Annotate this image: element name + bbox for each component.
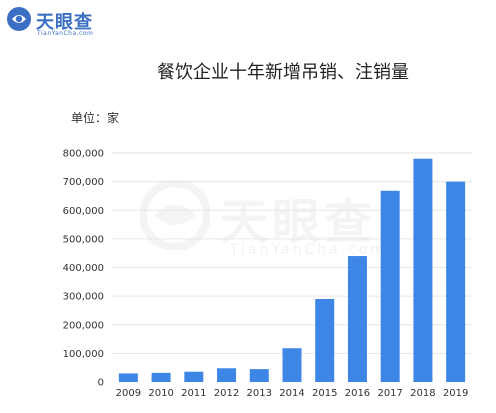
- y-tick-label: 700,000: [63, 177, 104, 188]
- y-tick-label: 400,000: [63, 263, 104, 274]
- bar-2018: [413, 158, 433, 382]
- bar-2014: [282, 348, 302, 382]
- x-tick-label: 2019: [443, 388, 468, 399]
- x-tick-label: 2017: [377, 388, 402, 399]
- y-tick-label: 600,000: [63, 206, 104, 217]
- x-tick-label: 2015: [312, 388, 337, 399]
- bar-2017: [380, 190, 400, 382]
- x-tick-label: 2010: [148, 388, 173, 399]
- x-axis-ticks: 2009 2010 2011 2012 2013 2014 2015 2016 2017 2018…: [116, 388, 469, 399]
- logo-domain: TianYanCha.com: [37, 30, 94, 37]
- tianyancha-logo-icon: [7, 7, 31, 31]
- x-tick-label: 2014: [279, 388, 304, 399]
- y-tick-label: 0: [98, 378, 104, 389]
- x-tick-label: 2012: [214, 388, 239, 399]
- x-tick-label: 2016: [345, 388, 370, 399]
- bar-2019: [446, 181, 466, 382]
- bar-2011: [184, 371, 204, 382]
- bar-2012: [217, 368, 237, 382]
- x-tick-label: 2018: [410, 388, 435, 399]
- grid-lines: [112, 152, 472, 354]
- bar-2016: [347, 256, 367, 382]
- bar-2013: [249, 369, 269, 382]
- bar-2010: [151, 372, 171, 382]
- logo: 天眼查 TianYanCha.com: [6, 6, 116, 40]
- x-tick-label: 2011: [181, 388, 206, 399]
- x-tick-label: 2013: [247, 388, 272, 399]
- x-tick-label: 2009: [116, 388, 141, 399]
- y-axis-ticks: 0 100,000 200,000 300,000 400,000 500,000 600,…: [63, 149, 104, 389]
- logo-name: 天眼查: [36, 12, 93, 33]
- chart-title: 餐饮企业十年新增吊销、注销量: [157, 62, 409, 83]
- bars: [118, 158, 466, 382]
- y-tick-label: 200,000: [63, 320, 104, 331]
- bar-2015: [315, 298, 335, 382]
- y-tick-label: 500,000: [63, 234, 104, 245]
- y-tick-label: 800,000: [63, 149, 104, 160]
- bar-2009: [118, 373, 138, 382]
- y-tick-label: 100,000: [63, 349, 104, 360]
- y-tick-label: 300,000: [63, 292, 104, 303]
- unit-label: 单位：家: [71, 111, 120, 125]
